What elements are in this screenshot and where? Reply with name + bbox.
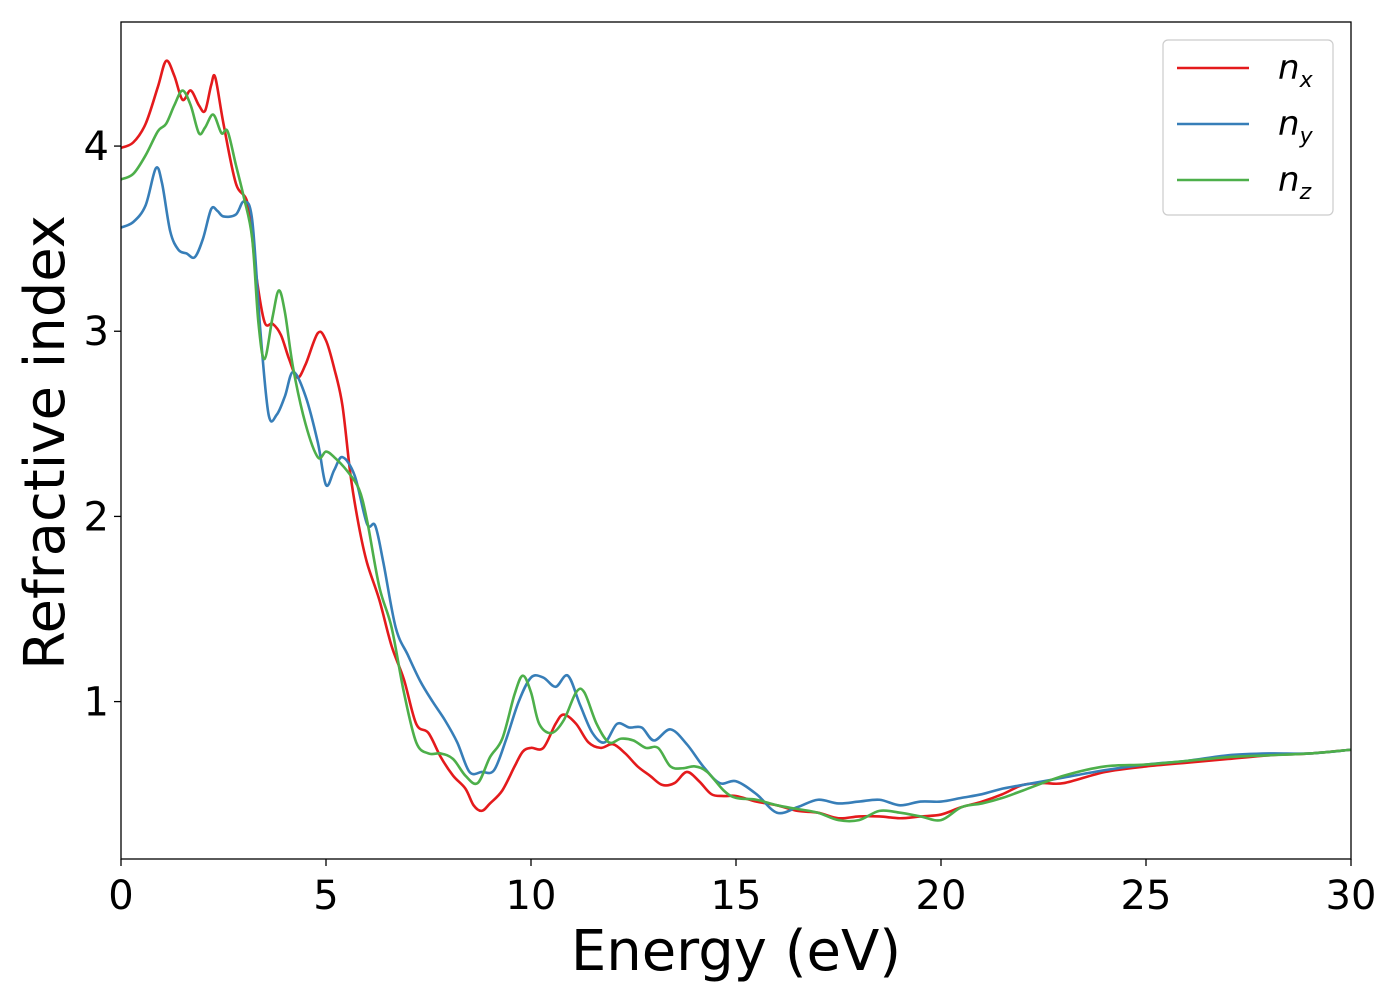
plot-lines — [121, 59, 1351, 823]
x-axis-title: Energy (eV) — [571, 919, 901, 984]
legend: nx ny nz — [1162, 39, 1334, 216]
x-tick-label: 10 — [506, 873, 557, 919]
series-line-y — [121, 166, 1351, 815]
legend-label-x: nx — [1278, 48, 1314, 93]
x-tick-label: 20 — [916, 873, 967, 919]
x-tick-label: 25 — [1121, 873, 1172, 919]
y-tick-label: 4 — [84, 124, 109, 170]
x-tick-label: 15 — [711, 873, 762, 919]
y-tick-label: 1 — [84, 680, 109, 726]
legend-label-z: nz — [1278, 160, 1312, 205]
series-line-z — [121, 89, 1351, 823]
x-axis-ticks: 0 5 10 15 20 25 30 — [108, 859, 1376, 919]
legend-box — [1162, 39, 1334, 216]
legend-label-y: ny — [1278, 104, 1314, 149]
x-tick-label: 0 — [108, 873, 133, 919]
y-axis-ticks: 1 2 3 4 — [84, 124, 121, 726]
y-axis-title: Refractive index — [13, 215, 78, 670]
y-tick-label: 2 — [84, 494, 109, 540]
y-tick-label: 3 — [84, 309, 109, 355]
x-tick-label: 30 — [1326, 873, 1377, 919]
x-tick-label: 5 — [313, 873, 338, 919]
